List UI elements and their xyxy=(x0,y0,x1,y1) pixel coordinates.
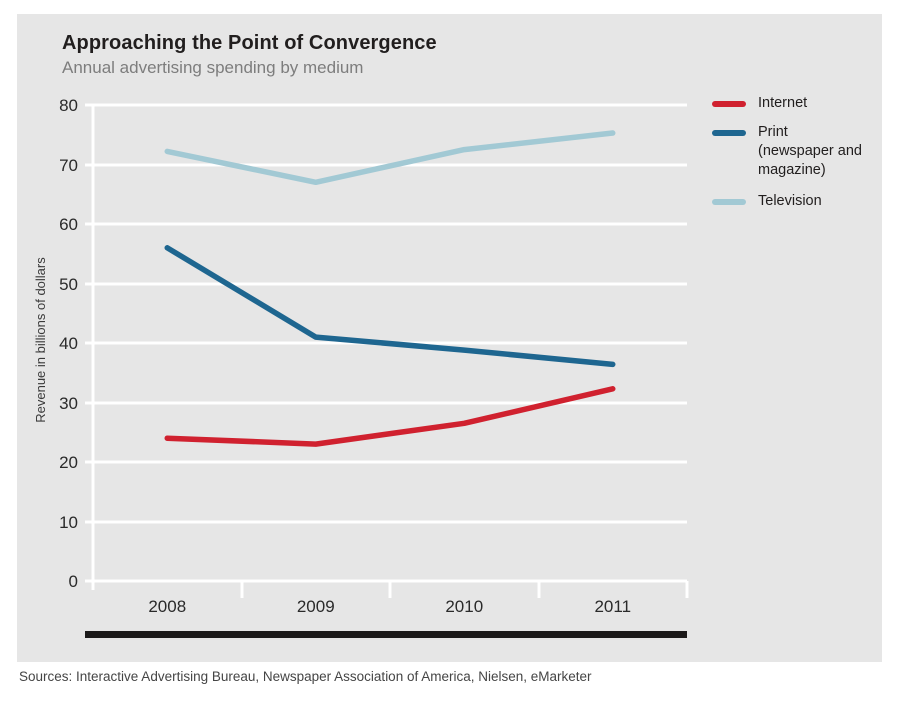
y-tick-label: 40 xyxy=(59,334,78,353)
y-tick-label: 10 xyxy=(59,513,78,532)
y-tick-label: 20 xyxy=(59,453,78,472)
y-tick-label: 30 xyxy=(59,394,78,413)
chart-title: Approaching the Point of Convergence xyxy=(62,32,437,54)
x-tick-label: 2008 xyxy=(148,597,186,616)
series-line-print xyxy=(164,245,616,368)
y-tick-label: 70 xyxy=(59,156,78,175)
source-text: Sources: Interactive Advertising Bureau,… xyxy=(19,669,592,684)
legend-swatch-print xyxy=(712,130,746,136)
legend-item-television: Television xyxy=(712,192,862,211)
legend-swatch-internet xyxy=(712,101,746,107)
legend: Internet Print (newspaper and magazine) … xyxy=(712,94,862,211)
series-line-internet xyxy=(164,386,616,447)
y-tick-label: 60 xyxy=(59,215,78,234)
line-chart: 0 10 20 30 40 50 60 70 80 2008 2009 2010 2011 xyxy=(59,96,689,616)
y-tick-label: 80 xyxy=(59,96,78,115)
legend-label-internet: Internet xyxy=(758,95,808,111)
legend-swatch-television xyxy=(712,199,746,205)
chart-panel: Approaching the Point of Convergence Ann… xyxy=(17,14,882,662)
y-tick-label: 0 xyxy=(69,572,78,591)
x-axis-bar xyxy=(85,631,687,638)
series-line-television xyxy=(164,130,616,186)
x-tick-label: 2009 xyxy=(297,597,335,616)
legend-label-print: Print (newspaper and magazine) xyxy=(758,124,862,178)
x-tick-label: 2010 xyxy=(445,597,483,616)
x-tick-label: 2011 xyxy=(594,597,631,616)
chart-subtitle: Annual advertising spending by medium xyxy=(62,58,364,77)
legend-item-internet: Internet xyxy=(712,94,862,113)
legend-item-print: Print (newspaper and magazine) xyxy=(712,123,862,180)
legend-label-television: Television xyxy=(758,193,822,209)
y-tick-label: 50 xyxy=(59,275,78,294)
